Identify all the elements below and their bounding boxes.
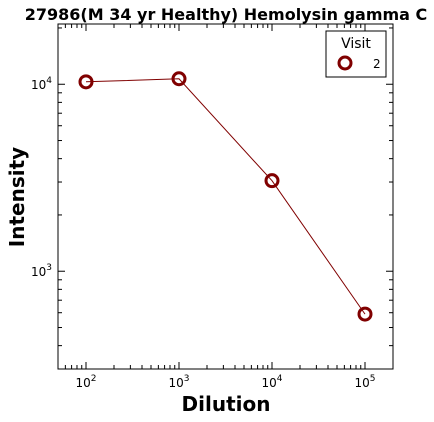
x-axis-label: Dilution bbox=[182, 392, 271, 416]
x-tick-label: 104 bbox=[261, 374, 282, 390]
legend-box bbox=[325, 30, 387, 78]
legend: Visit 2 bbox=[325, 30, 387, 78]
plot-area bbox=[57, 23, 394, 370]
data-point bbox=[171, 71, 187, 87]
axis-ticks: 102 103 104 105 103 104 bbox=[31, 24, 394, 390]
data-point bbox=[357, 306, 373, 322]
x-tick-label: 102 bbox=[75, 374, 96, 390]
x-tick-label: 103 bbox=[168, 374, 189, 390]
y-axis-label: Intensity bbox=[5, 147, 29, 247]
series-layer bbox=[78, 71, 373, 322]
legend-entry-label: 2 bbox=[373, 57, 381, 71]
data-point bbox=[78, 74, 94, 90]
series-line bbox=[85, 78, 366, 315]
legend-marker bbox=[337, 55, 353, 71]
data-point bbox=[264, 173, 280, 189]
x-tick-label: 105 bbox=[354, 374, 375, 390]
y-tick-label: 103 bbox=[31, 263, 52, 279]
y-tick-label: 104 bbox=[31, 76, 52, 92]
legend-title: Visit bbox=[341, 36, 371, 52]
chart-title: 27986(M 34 yr Healthy) Hemolysin gamma C bbox=[25, 5, 428, 24]
